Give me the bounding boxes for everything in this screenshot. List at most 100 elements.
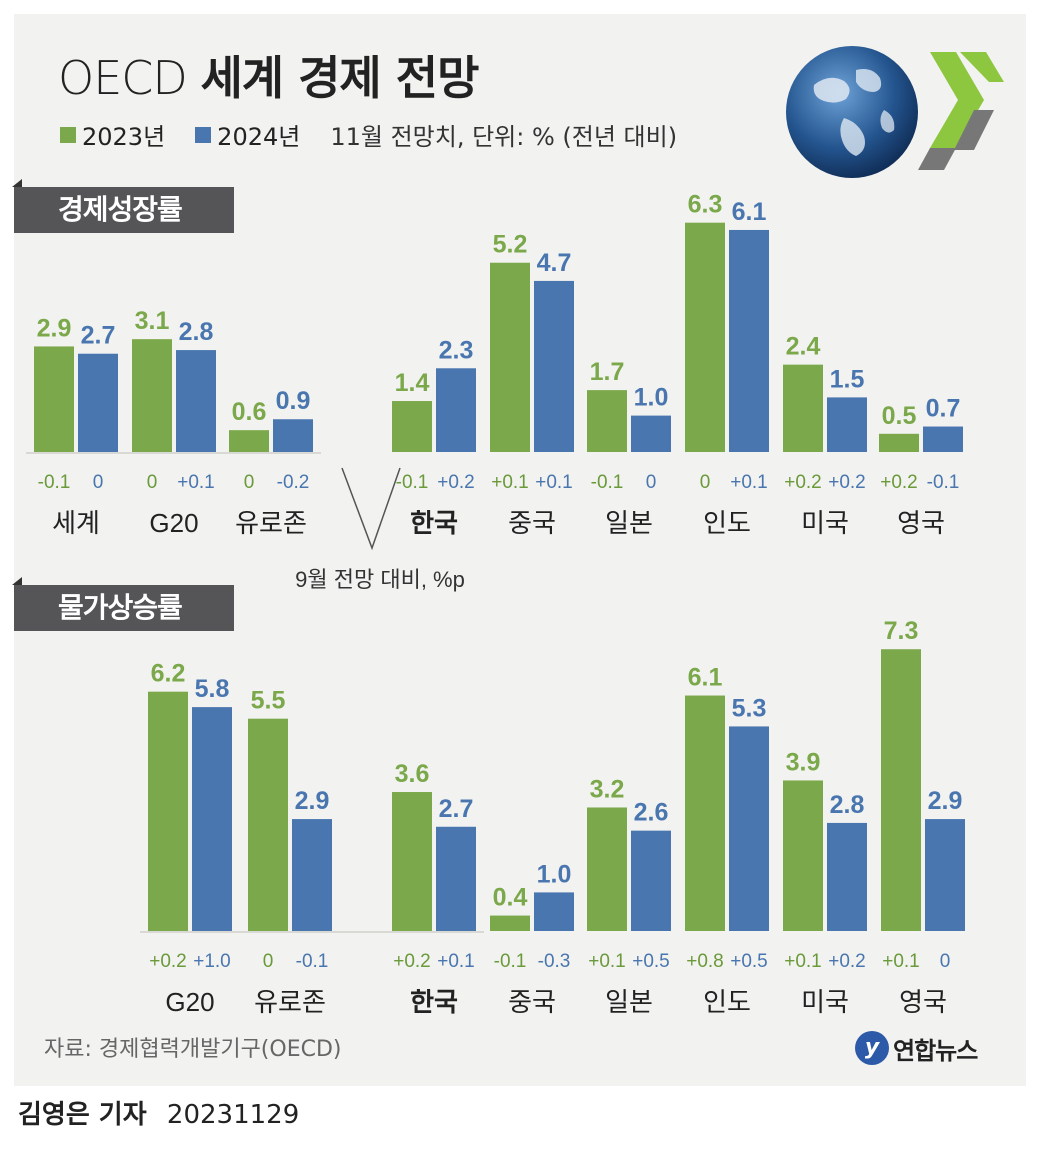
bar-2024-0-4 — [534, 280, 574, 452]
value-label-2024-1-7: 2.9 — [928, 787, 963, 815]
change-label-2023-0-6: 0 — [700, 472, 711, 493]
change-label-2024-1-3: -0.3 — [538, 951, 571, 972]
change-label-2023-1-1: 0 — [263, 951, 274, 972]
bar-2023-1-6 — [783, 780, 823, 931]
value-label-2024-1-1: 2.9 — [295, 787, 330, 815]
change-label-2023-0-0: -0.1 — [38, 472, 71, 493]
value-label-2023-0-3: 1.4 — [395, 369, 430, 397]
value-label-2023-1-6: 3.9 — [786, 748, 821, 776]
category-label-1-1: 유로존 — [254, 987, 326, 1017]
legend-swatch-2023 — [60, 126, 76, 143]
category-label-0-5: 일본 — [605, 508, 653, 538]
change-label-2024-1-2: +0.1 — [437, 951, 475, 972]
value-label-2023-0-4: 5.2 — [493, 231, 528, 259]
bar-2024-0-7 — [827, 397, 867, 452]
change-label-2023-0-1: 0 — [147, 472, 158, 493]
change-label-2023-1-6: +0.1 — [784, 951, 822, 972]
section-growth-label: 경제성장률 — [12, 179, 234, 233]
reporter-name: 김영은 기자 — [18, 1100, 147, 1130]
bar-2024-0-3 — [436, 368, 476, 452]
change-label-2024-0-6: +0.1 — [730, 472, 768, 493]
bar-2024-1-4 — [631, 830, 671, 931]
value-label-2024-1-2: 2.7 — [439, 795, 474, 823]
value-label-2023-1-0: 6.2 — [151, 660, 186, 688]
bar-2024-1-3 — [534, 892, 574, 931]
value-label-2023-1-7: 7.3 — [884, 617, 919, 645]
bar-2023-0-5 — [587, 390, 627, 452]
source-note: 자료: 경제협력개발기구(OECD) — [44, 1037, 342, 1062]
value-label-2023-1-5: 6.1 — [688, 664, 723, 692]
bar-2023-1-5 — [685, 695, 725, 931]
legend-label-2024: 2024년 — [217, 123, 301, 151]
change-label-2023-0-2: 0 — [244, 472, 255, 493]
change-label-2024-0-2: -0.2 — [277, 472, 310, 493]
bar-2024-1-6 — [827, 822, 867, 931]
value-label-2024-1-6: 2.8 — [830, 791, 865, 819]
callout-bracket — [341, 467, 401, 551]
bar-2023-1-7 — [881, 649, 921, 931]
bar-2023-1-1 — [248, 718, 288, 931]
change-label-2024-0-8: -0.1 — [927, 472, 960, 493]
value-label-2024-0-3: 2.3 — [439, 336, 474, 364]
value-label-2023-0-2: 0.6 — [232, 398, 267, 426]
value-label-2024-0-1: 2.8 — [179, 318, 214, 346]
value-label-2024-0-7: 1.5 — [830, 365, 865, 393]
category-label-1-2: 한국 — [410, 987, 458, 1017]
change-label-2024-1-0: +1.0 — [193, 951, 231, 972]
bar-2024-0-8 — [923, 426, 963, 452]
publish-date: 20231129 — [166, 1100, 300, 1130]
yonhap-logo-icon: y — [855, 1031, 889, 1065]
bar-2023-0-2 — [229, 430, 269, 452]
bar-2024-0-1 — [176, 350, 216, 452]
title-prefix: OECD — [58, 51, 188, 105]
bar-2024-1-5 — [729, 726, 769, 931]
category-label-1-6: 미국 — [801, 987, 849, 1017]
value-label-2023-0-7: 2.4 — [786, 333, 821, 361]
change-label-2023-1-4: +0.1 — [588, 951, 626, 972]
change-label-2024-0-7: +0.2 — [828, 472, 866, 493]
category-label-1-4: 일본 — [605, 987, 653, 1017]
value-label-2023-0-5: 1.7 — [590, 358, 625, 386]
value-label-2024-1-4: 2.6 — [634, 799, 669, 827]
title-main: 세계 경제 전망 — [200, 51, 479, 105]
bar-2023-0-7 — [783, 364, 823, 452]
bar-2023-0-1 — [132, 339, 172, 452]
value-label-2024-1-0: 5.8 — [195, 675, 230, 703]
change-label-2024-0-4: +0.1 — [535, 472, 573, 493]
legend-label-2023: 2023년 — [82, 123, 166, 151]
category-label-0-2: 유로존 — [235, 508, 307, 538]
change-label-2023-0-7: +0.2 — [784, 472, 822, 493]
category-label-0-3: 한국 — [410, 508, 458, 538]
change-label-2024-0-3: +0.2 — [437, 472, 475, 493]
change-label-2024-0-1: +0.1 — [177, 472, 215, 493]
change-label-2023-1-2: +0.2 — [393, 951, 431, 972]
bar-2023-0-4 — [490, 262, 530, 452]
bar-2024-0-2 — [273, 419, 313, 452]
bar-2023-0-8 — [879, 433, 919, 452]
bar-2024-1-0 — [192, 707, 232, 931]
change-label-2023-0-5: -0.1 — [591, 472, 624, 493]
value-label-2024-1-5: 5.3 — [732, 694, 767, 722]
value-label-2023-1-4: 3.2 — [590, 775, 625, 803]
value-label-2024-0-5: 1.0 — [634, 384, 669, 412]
category-label-0-8: 영국 — [897, 508, 945, 538]
value-label-2023-1-3: 0.4 — [493, 884, 528, 912]
change-label-2023-1-5: +0.8 — [686, 951, 724, 972]
category-label-1-0: G20 — [165, 987, 214, 1017]
category-label-1-3: 중국 — [508, 987, 556, 1017]
value-label-2023-1-1: 5.5 — [251, 687, 286, 715]
change-label-2024-1-1: -0.1 — [296, 951, 329, 972]
page-title: OECD 세계 경제 전망 — [58, 42, 479, 108]
change-label-2023-0-4: +0.1 — [491, 472, 529, 493]
category-label-0-7: 미국 — [801, 508, 849, 538]
legend-item-2023: 2023년 — [60, 117, 165, 152]
callout-label: 9월 전망 대비, %p — [295, 567, 465, 592]
change-label-2024-0-5: 0 — [646, 472, 657, 493]
value-label-2023-0-8: 0.5 — [882, 402, 917, 430]
bar-2023-1-3 — [490, 915, 530, 931]
category-label-1-7: 영국 — [899, 987, 947, 1017]
section-inflation-label: 물가상승률 — [12, 577, 234, 631]
category-label-0-4: 중국 — [508, 508, 556, 538]
category-label-1-5: 인도 — [703, 987, 751, 1017]
